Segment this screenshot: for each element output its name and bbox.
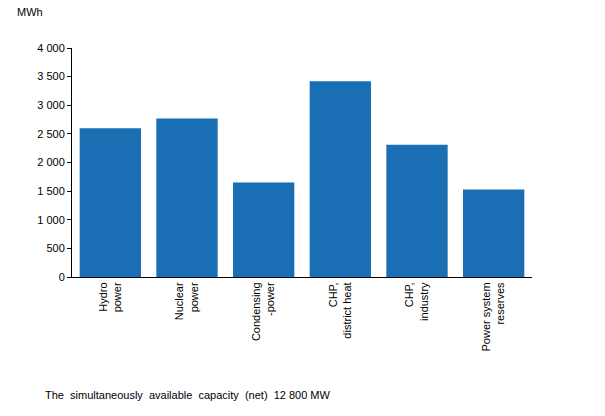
svg-text:Condensing-power: Condensing-power (250, 282, 276, 341)
svg-text:3 000: 3 000 (37, 99, 65, 111)
svg-text:2 000: 2 000 (37, 156, 65, 168)
svg-text:MWh: MWh (17, 6, 43, 18)
svg-text:The simultaneously available: The simultaneously available capacity (n… (45, 389, 331, 401)
svg-text:1 500: 1 500 (37, 185, 65, 197)
svg-text:3 500: 3 500 (37, 70, 65, 82)
svg-text:Hydropower: Hydropower (97, 282, 123, 312)
svg-text:Nuclearpower: Nuclearpower (173, 282, 199, 320)
svg-text:CHP,district heat: CHP,district heat (327, 282, 353, 338)
svg-text:4 000: 4 000 (37, 42, 65, 54)
svg-text:1 000: 1 000 (37, 214, 65, 226)
svg-text:0: 0 (59, 271, 65, 283)
svg-text:CHP,industry: CHP,industry (403, 282, 429, 321)
svg-text:2 500: 2 500 (37, 128, 65, 140)
svg-text:Power systemreserves: Power systemreserves (480, 282, 506, 352)
svg-text:500: 500 (46, 242, 64, 254)
